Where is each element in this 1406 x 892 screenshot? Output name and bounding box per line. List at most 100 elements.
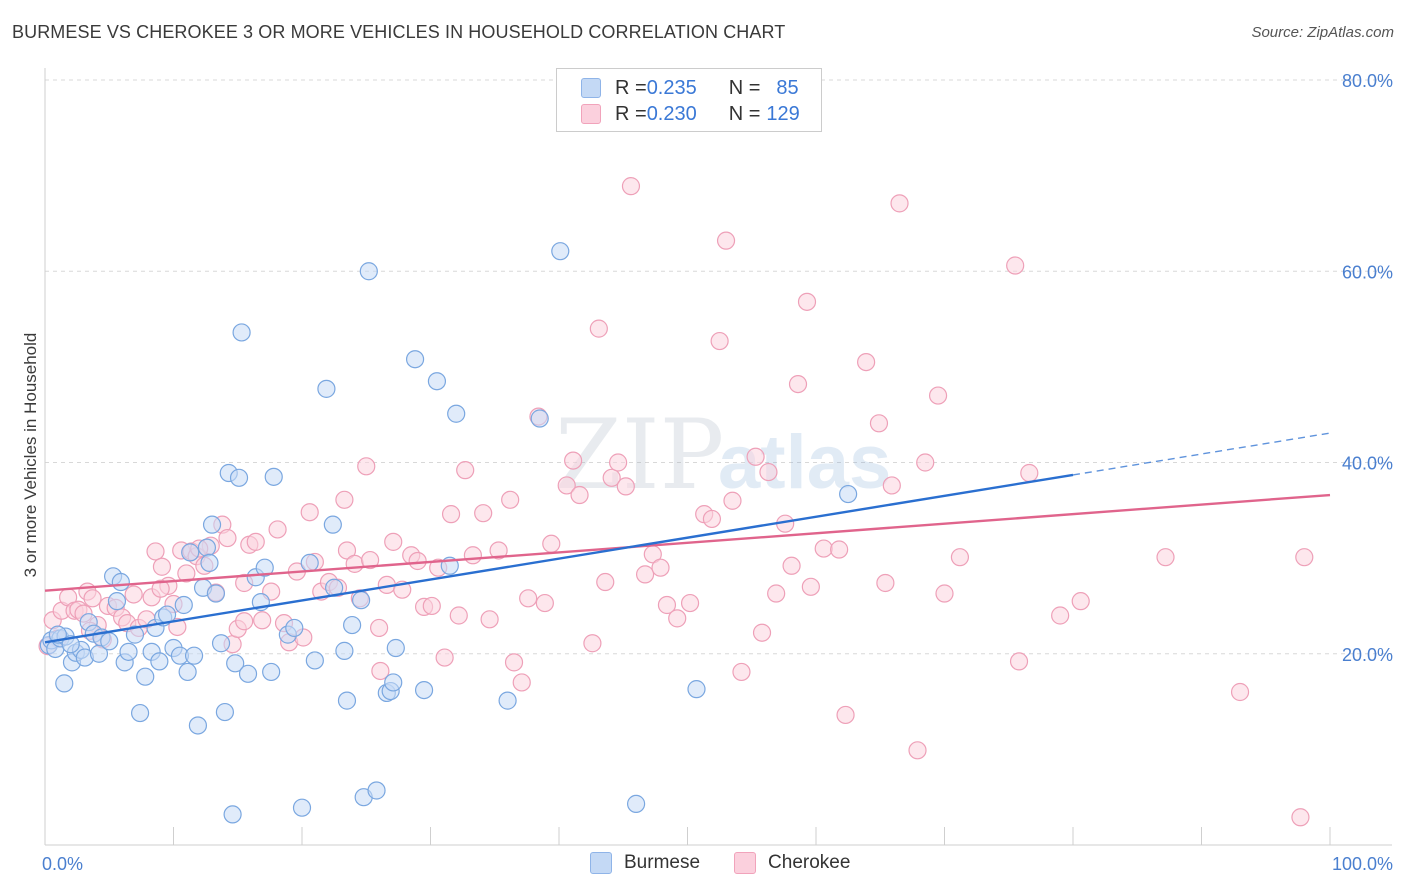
y-tick-label: 60.0% (1342, 262, 1393, 282)
data-point (150, 652, 169, 671)
data-point (935, 584, 954, 603)
data-point (408, 551, 427, 571)
data-point (723, 491, 742, 510)
data-point (352, 591, 371, 610)
data-point (570, 485, 589, 505)
data-point (1009, 652, 1029, 671)
data-point (335, 490, 354, 509)
source-note: Source: ZipAtlas.com (1251, 24, 1394, 41)
data-point (384, 532, 403, 551)
bottom-legend-swatch-cherokee (734, 852, 757, 874)
bottom-legend-label: Burmese (624, 852, 701, 873)
legend-row-cherokee: R = 0.230 N = 129 (581, 101, 800, 127)
data-point (268, 520, 287, 539)
legend-swatch-cherokee (581, 104, 601, 124)
data-point (367, 781, 386, 800)
data-point (504, 653, 524, 672)
bottom-legend-burmese: Burmese (590, 852, 700, 874)
data-point (767, 584, 786, 603)
legend-row-burmese: R = 0.235 N = 85 (581, 75, 799, 101)
data-point (337, 691, 357, 710)
data-point (206, 584, 226, 603)
data-point (253, 611, 272, 630)
data-point (152, 557, 172, 576)
data-point (255, 558, 274, 577)
data-point (292, 798, 312, 817)
data-point (668, 609, 687, 628)
data-point (177, 564, 196, 583)
data-point (551, 242, 570, 261)
bottom-legend-swatch-burmese (590, 852, 612, 874)
watermark-atlas: atlas (718, 420, 891, 505)
data-point (146, 542, 165, 561)
data-point (680, 593, 700, 613)
data-point (337, 541, 357, 560)
data-point (343, 615, 362, 635)
data-point (323, 515, 342, 534)
data-point (435, 648, 454, 667)
data-point (797, 292, 817, 311)
data-point (232, 323, 251, 342)
legend-n-value: 85 (776, 76, 799, 99)
data-point (357, 457, 376, 476)
y-axis-label: 3 or more Vehicles in Household (21, 333, 40, 578)
data-point (626, 794, 646, 813)
data-point (345, 554, 364, 573)
data-point (300, 503, 319, 522)
x-tick-label: 100.0% (1332, 854, 1393, 874)
data-point (916, 453, 935, 472)
data-point (386, 638, 405, 658)
data-point (463, 546, 483, 565)
data-point (449, 606, 468, 625)
data-point (264, 467, 283, 486)
data-point (635, 565, 655, 584)
data-point (928, 386, 948, 405)
data-point (125, 625, 145, 644)
data-point (197, 538, 217, 557)
data-point (238, 664, 258, 683)
data-point (519, 589, 538, 608)
data-point (370, 618, 389, 638)
data-point (836, 705, 855, 725)
data-point (285, 618, 304, 638)
data-point (181, 543, 200, 562)
axes (44, 68, 1392, 846)
data-point (732, 662, 751, 682)
data-point (651, 558, 670, 577)
data-point (710, 331, 729, 351)
data-point (83, 589, 102, 608)
data-point (405, 350, 425, 369)
data-point (223, 805, 242, 824)
data-point (130, 703, 150, 723)
data-point (687, 680, 706, 699)
legend-n-label: N = (728, 76, 761, 99)
data-point (950, 548, 970, 567)
data-point (168, 617, 187, 637)
x-tick-label: 0.0% (42, 854, 83, 874)
data-point (583, 634, 602, 653)
data-point (752, 623, 772, 642)
data-point (305, 651, 324, 670)
legend: R = 0.235 N = 85 R = 0.230 N = 129 (556, 68, 822, 132)
legend-r-label: R = (615, 102, 647, 125)
data-point (1051, 606, 1070, 625)
data-point (596, 572, 615, 592)
grid-lines (45, 79, 1392, 655)
data-point (890, 194, 909, 213)
data-point (335, 641, 354, 660)
data-point (235, 612, 254, 631)
data-point (501, 490, 520, 509)
data-point (512, 673, 531, 692)
data-point (489, 541, 508, 560)
y-tick-label: 80.0% (1342, 71, 1393, 91)
data-point (215, 702, 234, 722)
legend-n-value: 129 (766, 102, 800, 125)
data-point (609, 453, 628, 472)
data-point (782, 556, 801, 575)
data-point (869, 414, 889, 433)
data-point (621, 177, 641, 196)
data-point (262, 662, 281, 682)
data-point (602, 468, 621, 487)
data-point (218, 528, 237, 548)
